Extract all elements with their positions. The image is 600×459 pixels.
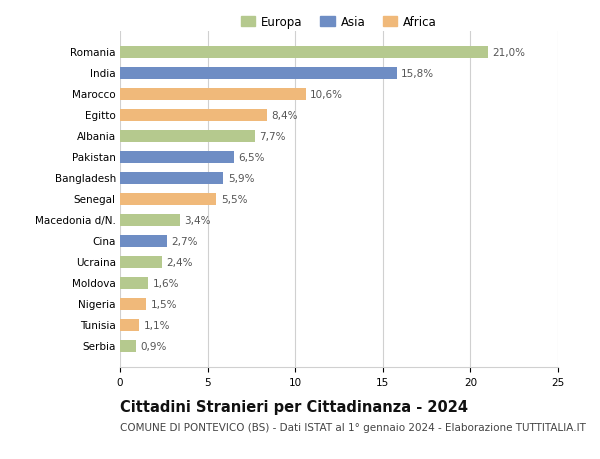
Text: 1,1%: 1,1%: [143, 320, 170, 330]
Bar: [120, 194, 217, 206]
Bar: [120, 319, 139, 331]
Bar: [120, 47, 488, 59]
Bar: [120, 173, 223, 185]
Text: 1,6%: 1,6%: [152, 279, 179, 288]
Text: 2,4%: 2,4%: [166, 257, 193, 268]
Text: 0,9%: 0,9%: [140, 341, 167, 351]
Bar: [120, 110, 267, 122]
Bar: [120, 68, 397, 80]
Text: 3,4%: 3,4%: [184, 216, 211, 225]
Text: 21,0%: 21,0%: [493, 48, 526, 58]
Text: 10,6%: 10,6%: [310, 90, 343, 100]
Bar: [120, 257, 162, 268]
Bar: [120, 341, 136, 352]
Text: 1,5%: 1,5%: [151, 299, 177, 309]
Text: 5,9%: 5,9%: [228, 174, 254, 184]
Bar: [120, 299, 146, 310]
Bar: [120, 215, 179, 226]
Text: 8,4%: 8,4%: [272, 111, 298, 121]
Text: 15,8%: 15,8%: [401, 69, 434, 79]
Text: 6,5%: 6,5%: [238, 153, 265, 163]
Bar: [120, 278, 148, 289]
Bar: [120, 131, 255, 143]
Text: 2,7%: 2,7%: [172, 236, 198, 246]
Bar: [120, 89, 306, 101]
Text: Cittadini Stranieri per Cittadinanza - 2024: Cittadini Stranieri per Cittadinanza - 2…: [120, 399, 468, 414]
Bar: [120, 152, 234, 163]
Text: 5,5%: 5,5%: [221, 195, 247, 205]
Legend: Europa, Asia, Africa: Europa, Asia, Africa: [236, 11, 442, 34]
Text: COMUNE DI PONTEVICO (BS) - Dati ISTAT al 1° gennaio 2024 - Elaborazione TUTTITAL: COMUNE DI PONTEVICO (BS) - Dati ISTAT al…: [120, 422, 586, 432]
Text: 7,7%: 7,7%: [259, 132, 286, 142]
Bar: [120, 236, 167, 247]
